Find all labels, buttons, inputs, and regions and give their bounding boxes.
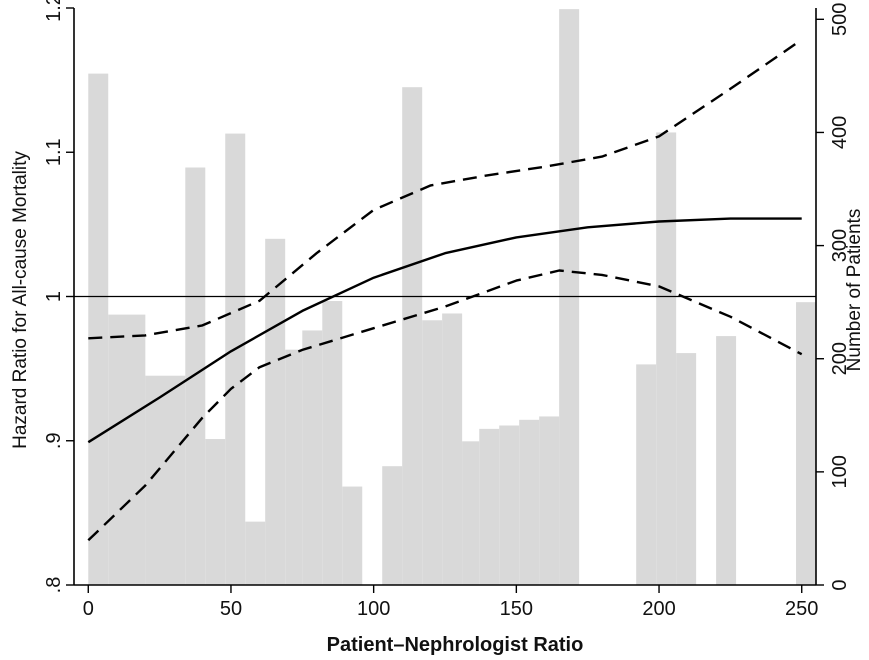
x-tick-label: 0 bbox=[83, 598, 94, 620]
histogram-bar-1 bbox=[108, 314, 146, 585]
y2-tick-label: 0 bbox=[829, 579, 851, 590]
histogram-bar-2 bbox=[145, 375, 186, 585]
y-tick-label: 1.1 bbox=[43, 138, 65, 166]
y-tick-label: 1 bbox=[43, 291, 65, 302]
histogram-bar-7 bbox=[265, 238, 286, 586]
series-line-1 bbox=[88, 38, 803, 340]
histogram-bar-3 bbox=[185, 167, 206, 585]
hazard-ratio-curves bbox=[74, 38, 816, 542]
x-tick-label: 200 bbox=[642, 598, 675, 620]
x-axis-title: Patient–Nephrologist Ratio bbox=[327, 634, 584, 656]
y2-tick-label: 300 bbox=[829, 229, 851, 262]
y2-tick-label: 200 bbox=[829, 342, 851, 375]
histogram-bar-16 bbox=[442, 313, 463, 585]
series-line-0 bbox=[87, 217, 802, 444]
histogram-bar-5 bbox=[225, 133, 246, 586]
histogram-bar-17 bbox=[462, 441, 480, 585]
histogram-bar-34 bbox=[796, 302, 816, 585]
x-tick-label: 50 bbox=[220, 598, 242, 620]
y-axis-title: Hazard Ratio for All-cause Mortality bbox=[10, 151, 31, 449]
y-tick-label: 1.2 bbox=[43, 0, 65, 22]
histogram-bar-19 bbox=[499, 425, 520, 585]
histogram-bar-15 bbox=[422, 320, 443, 585]
histogram-bar-13 bbox=[382, 466, 403, 585]
y2-tick-label: 500 bbox=[829, 3, 851, 36]
y-tick-label: .8 bbox=[43, 577, 65, 594]
x-tick-label: 100 bbox=[357, 598, 390, 620]
x-tick-label: 150 bbox=[500, 598, 533, 620]
y2-axis-title: Number of Patients bbox=[844, 209, 865, 372]
histogram-bar-30 bbox=[716, 336, 737, 585]
y2-tick-label: 100 bbox=[829, 455, 851, 488]
histogram-bar-6 bbox=[245, 521, 266, 585]
histogram-bar-26 bbox=[636, 364, 657, 585]
histogram-bar-10 bbox=[322, 301, 343, 585]
histogram-bar-9 bbox=[302, 330, 323, 585]
histogram-bar-28 bbox=[676, 353, 697, 585]
tick-labels: 0 50 100 150 200 250 .8 .9 1 1.1 1.2 0 100 200 300 400 5… bbox=[43, 0, 851, 620]
histogram-bar-8 bbox=[285, 349, 303, 585]
histogram-bar-0 bbox=[88, 73, 109, 586]
histogram-bar-14 bbox=[402, 87, 423, 585]
histogram-bar-11 bbox=[342, 486, 363, 585]
histogram-bar-27 bbox=[656, 132, 677, 585]
histogram-bar-4 bbox=[205, 439, 226, 585]
y2-tick-label: 400 bbox=[829, 116, 851, 149]
series-line-2 bbox=[87, 269, 803, 542]
histogram-bar-18 bbox=[479, 428, 500, 585]
chart-axes bbox=[66, 7, 824, 593]
x-tick-label: 250 bbox=[785, 598, 818, 620]
histogram-bar-21 bbox=[539, 416, 560, 585]
y-tick-label: .9 bbox=[43, 432, 65, 449]
histogram-bar-20 bbox=[519, 419, 540, 585]
